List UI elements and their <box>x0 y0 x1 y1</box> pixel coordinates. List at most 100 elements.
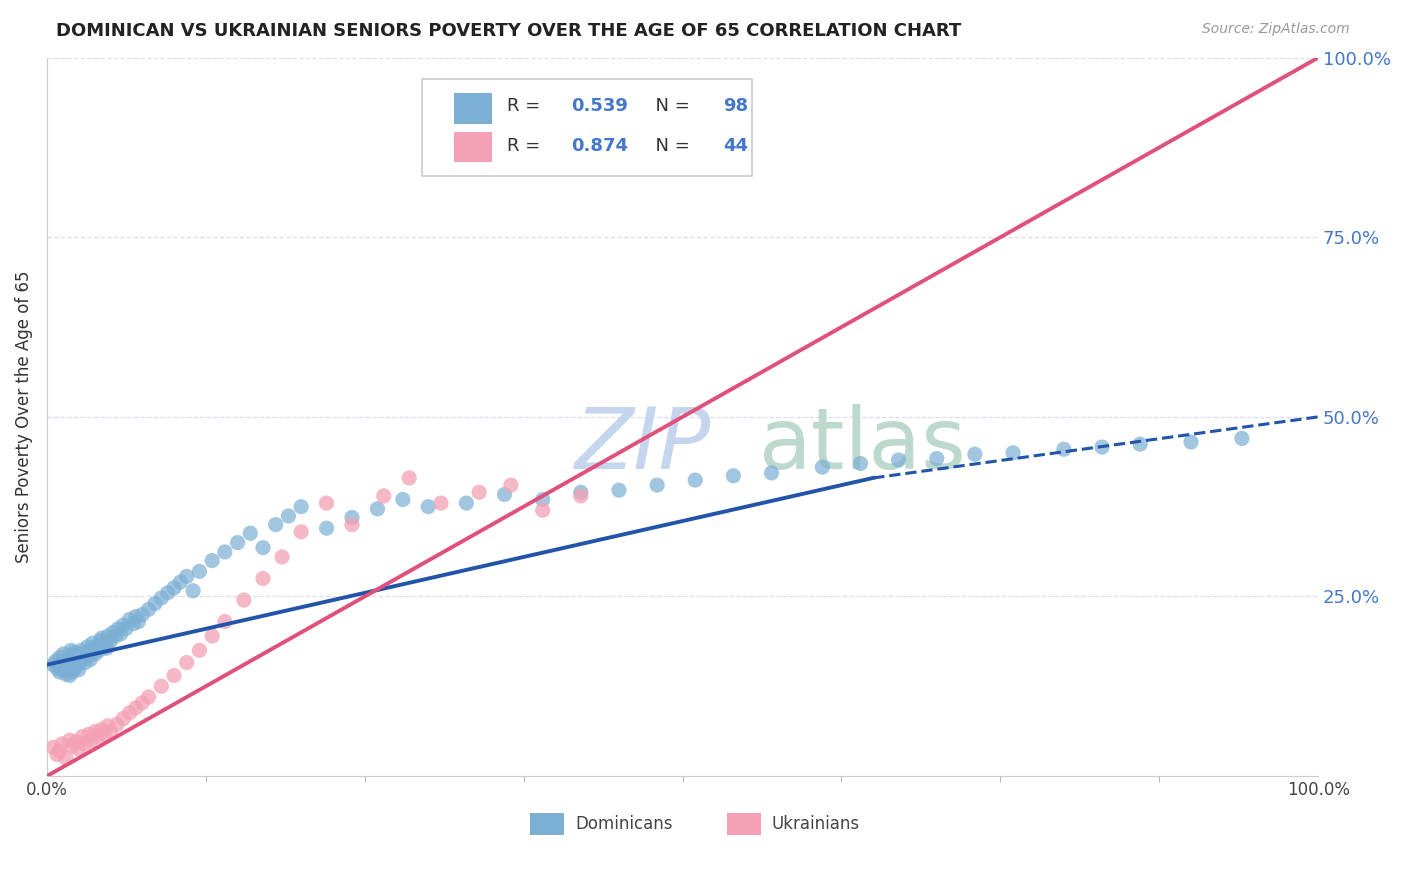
Point <box>143 597 166 611</box>
Text: ZIP: ZIP <box>575 404 710 487</box>
Point <box>62 654 84 668</box>
Point <box>1091 440 1114 454</box>
Point <box>87 638 110 652</box>
Point <box>82 636 104 650</box>
Point <box>252 572 274 586</box>
Point <box>55 667 77 681</box>
Point <box>73 737 96 751</box>
Text: 44: 44 <box>723 136 748 155</box>
Point <box>887 453 910 467</box>
Point <box>42 740 65 755</box>
Point <box>97 629 120 643</box>
Point <box>811 460 834 475</box>
Point <box>531 492 554 507</box>
Point <box>392 492 415 507</box>
Point <box>290 500 312 514</box>
Point <box>430 496 453 510</box>
Point <box>100 634 122 648</box>
Point <box>131 696 153 710</box>
Text: 0.539: 0.539 <box>571 97 627 115</box>
Point <box>97 719 120 733</box>
Point <box>315 496 337 510</box>
Point <box>69 654 91 668</box>
Point <box>226 535 249 549</box>
Point <box>112 712 135 726</box>
Point <box>1002 446 1025 460</box>
Text: N =: N = <box>644 136 696 155</box>
Point <box>1129 437 1152 451</box>
Point <box>290 524 312 539</box>
Point <box>645 478 668 492</box>
Point <box>51 737 73 751</box>
Point <box>48 744 70 758</box>
Point <box>60 643 83 657</box>
Point <box>104 629 127 643</box>
Point <box>59 668 82 682</box>
Point <box>72 730 94 744</box>
Point <box>418 500 440 514</box>
Point <box>59 648 82 663</box>
Point <box>188 565 211 579</box>
Text: 0.874: 0.874 <box>571 136 627 155</box>
Point <box>60 739 83 753</box>
Point <box>125 701 148 715</box>
Point <box>277 508 299 523</box>
Point <box>93 727 115 741</box>
Point <box>176 656 198 670</box>
Point <box>232 593 254 607</box>
Point <box>79 653 101 667</box>
Point <box>373 489 395 503</box>
Point <box>163 668 186 682</box>
Point <box>86 641 108 656</box>
Point <box>100 724 122 739</box>
Point <box>66 657 89 672</box>
Point <box>52 647 75 661</box>
Point <box>73 656 96 670</box>
Point <box>1180 435 1202 450</box>
Point <box>48 650 70 665</box>
Bar <box>454 132 492 162</box>
Point <box>110 627 132 641</box>
Text: R =: R = <box>508 97 546 115</box>
Point <box>63 646 86 660</box>
Point <box>87 643 110 657</box>
Text: N =: N = <box>644 97 696 115</box>
Point <box>156 586 179 600</box>
Text: atlas: atlas <box>759 404 967 487</box>
Bar <box>727 814 761 835</box>
Point <box>89 634 111 648</box>
Point <box>1053 442 1076 457</box>
Point <box>70 643 93 657</box>
Point <box>150 591 173 605</box>
Point <box>114 622 136 636</box>
Point <box>723 468 745 483</box>
Point <box>67 663 90 677</box>
Point <box>56 653 79 667</box>
Point <box>138 690 160 704</box>
Point <box>181 583 204 598</box>
Point <box>607 483 630 498</box>
Point <box>63 661 86 675</box>
Y-axis label: Seniors Poverty Over the Age of 65: Seniors Poverty Over the Age of 65 <box>15 270 32 563</box>
Point <box>118 612 141 626</box>
Point <box>65 734 87 748</box>
Point <box>494 487 516 501</box>
Text: Source: ZipAtlas.com: Source: ZipAtlas.com <box>1202 22 1350 37</box>
Point <box>366 501 388 516</box>
Point <box>87 730 110 744</box>
Point <box>42 657 65 672</box>
Point <box>46 747 69 762</box>
Point <box>163 581 186 595</box>
Point <box>340 510 363 524</box>
Point <box>90 631 112 645</box>
Point <box>76 640 98 654</box>
Point <box>138 602 160 616</box>
Point <box>77 727 100 741</box>
Point <box>65 650 87 665</box>
Point <box>107 622 129 636</box>
Point <box>93 640 115 654</box>
Point <box>45 654 67 668</box>
Point <box>201 553 224 567</box>
Text: Dominicans: Dominicans <box>575 815 673 833</box>
Text: 98: 98 <box>723 97 748 115</box>
